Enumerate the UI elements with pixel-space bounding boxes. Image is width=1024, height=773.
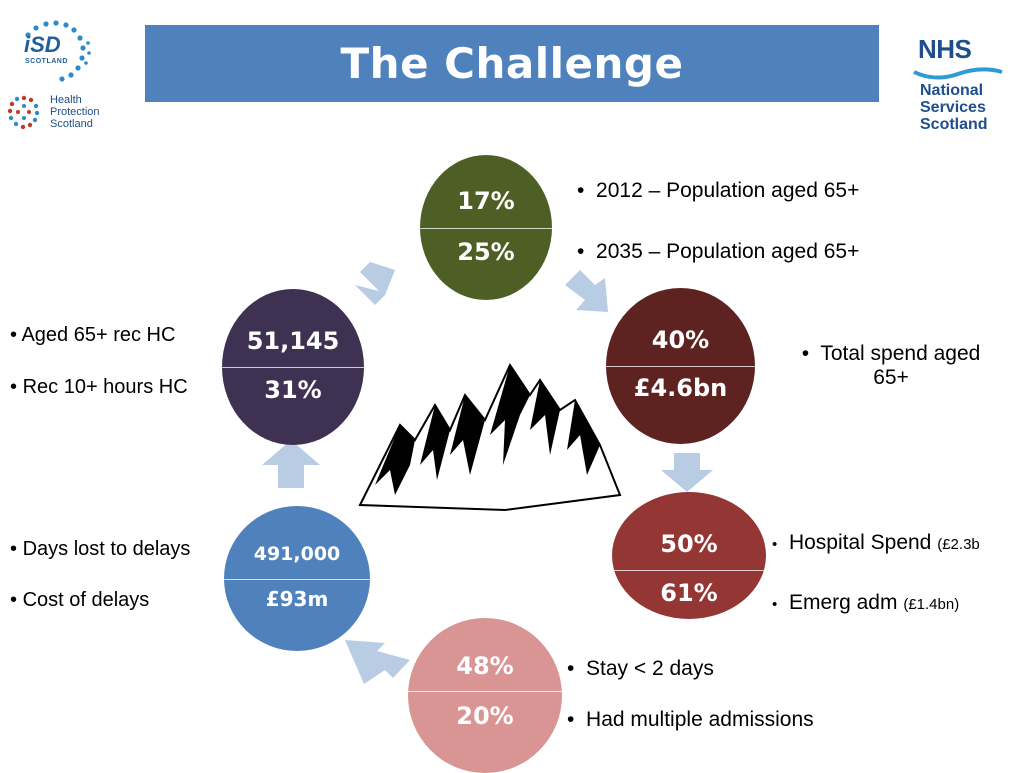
homecare-10h-value: 31% bbox=[264, 376, 322, 404]
circle-divider bbox=[420, 228, 552, 229]
nhs-line2: Services bbox=[920, 99, 986, 116]
circle-population: 17% 25% bbox=[420, 155, 552, 300]
circle-divider bbox=[224, 579, 370, 580]
circle-divider bbox=[222, 367, 364, 368]
nhs-badge-text: NHS bbox=[918, 34, 972, 64]
days-lost-value: 491,000 bbox=[253, 543, 341, 565]
bullet-rec-10-hours-hc: • Rec 10+ hours HC bbox=[10, 376, 188, 398]
bullet-aged-65-hc: • Aged 65+ rec HC bbox=[10, 324, 176, 346]
nhs-line3: Scotland bbox=[920, 116, 988, 133]
nhs-wave-icon bbox=[913, 67, 1003, 80]
title-bar: The Challenge bbox=[145, 25, 879, 102]
hps-line3: Scotland bbox=[50, 118, 93, 130]
spend-amount-value: £4.6bn bbox=[633, 374, 728, 402]
nhs-nss-logo: NHS National Services Scotland bbox=[908, 34, 1008, 139]
bullet-total-spend: • Total spend aged 65+ bbox=[801, 342, 981, 389]
bullet-hospital-spend: • Hospital Spend (£2.3b bbox=[772, 531, 980, 554]
page-title: The Challenge bbox=[340, 39, 684, 88]
isd-logo-text: iSD bbox=[24, 32, 61, 57]
spend-percent-value: 40% bbox=[651, 326, 710, 354]
hospital-spend-value: 50% bbox=[660, 530, 718, 558]
stay-short-value: 48% bbox=[456, 652, 514, 680]
circle-divider bbox=[606, 366, 755, 367]
hps-dots-icon bbox=[7, 95, 40, 130]
bullet-population-2012: • 2012 – Population aged 65+ bbox=[577, 179, 860, 202]
mountains-icon bbox=[358, 362, 622, 512]
nhs-line1: National bbox=[920, 82, 984, 99]
population-2035-value: 25% bbox=[457, 238, 515, 266]
circle-spend: 40% £4.6bn bbox=[606, 288, 755, 444]
multiple-admissions-value: 20% bbox=[456, 702, 514, 730]
circle-divider bbox=[612, 570, 766, 571]
delay-cost-value: £93m bbox=[265, 587, 329, 611]
isd-logo-subtext: SCOTLAND bbox=[25, 58, 68, 65]
hps-line1: Health bbox=[50, 94, 82, 106]
homecare-count-value: 51,145 bbox=[246, 327, 340, 355]
circle-hospital: 50% 61% bbox=[612, 492, 766, 619]
arrow-up-icon bbox=[262, 440, 320, 488]
arrow-down-icon bbox=[661, 453, 713, 492]
bullet-population-2035: • 2035 – Population aged 65+ bbox=[577, 240, 860, 263]
bullet-stay-short: • Stay < 2 days bbox=[567, 657, 714, 680]
population-2012-value: 17% bbox=[457, 187, 515, 215]
circle-stay: 48% 20% bbox=[408, 618, 562, 773]
hps-line2: Protection bbox=[50, 106, 100, 118]
bullet-days-lost: • Days lost to delays bbox=[10, 538, 191, 560]
arrow-up-right-icon bbox=[355, 262, 395, 305]
bullet-emerg-adm: • Emerg adm (£1.4bn) bbox=[772, 591, 960, 614]
isd-dots-icon bbox=[25, 20, 91, 82]
arrow-down-right-icon bbox=[565, 270, 608, 312]
bullet-multiple-admissions: • Had multiple admissions bbox=[567, 708, 814, 731]
circle-homecare: 51,145 31% bbox=[222, 289, 364, 445]
isd-scotland-logo: iSD SCOTLAND bbox=[16, 18, 96, 88]
circle-delays: 491,000 £93m bbox=[224, 506, 370, 651]
hps-logo: Health Protection Scotland bbox=[4, 92, 114, 132]
emerg-adm-value: 61% bbox=[660, 579, 718, 607]
bullet-cost-delays: • Cost of delays bbox=[10, 589, 150, 611]
arrow-left-icon bbox=[345, 640, 410, 684]
circle-divider bbox=[408, 691, 562, 692]
